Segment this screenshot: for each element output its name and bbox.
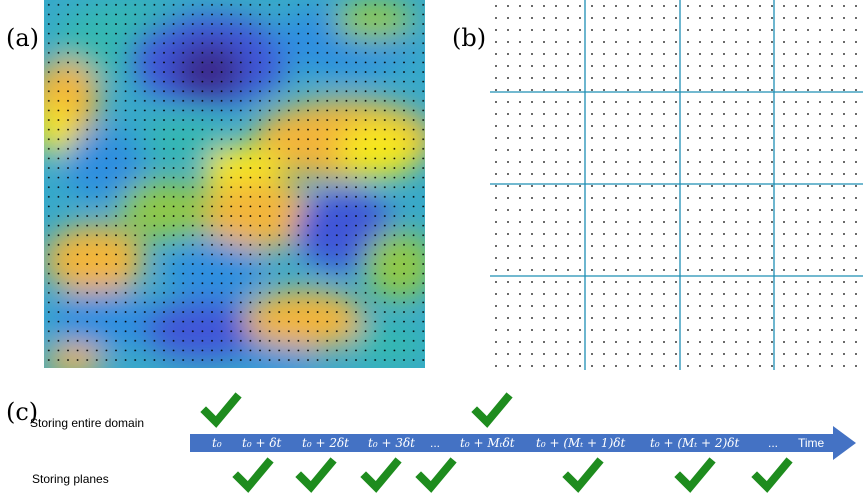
check-icon <box>366 463 396 487</box>
tick-label: t₀ + 2δt <box>302 436 349 450</box>
check-icon <box>301 463 331 487</box>
check-icon <box>206 398 236 422</box>
check-icon <box>757 463 787 487</box>
storing-entire-domain-label: Storing entire domain <box>30 416 145 430</box>
tick-label: t₀ + δt <box>242 436 282 450</box>
panel-a-label: (a) <box>6 24 40 52</box>
scalar-field-panel <box>44 0 425 368</box>
tick-label: t₀ + Mₜδt <box>460 436 515 450</box>
tick-label: t₀ <box>212 436 222 450</box>
tick-label: ... <box>430 436 441 450</box>
storing-planes-label: Storing planes <box>32 472 109 486</box>
decomposition-grid-panel <box>490 0 863 370</box>
tick-label: t₀ + 3δt <box>368 436 415 450</box>
check-icon <box>421 463 451 487</box>
check-icon <box>477 398 507 422</box>
check-icon <box>238 463 268 487</box>
check-icon <box>680 463 710 487</box>
panel-b-label: (b) <box>452 24 487 52</box>
tick-label: t₀ + (Mₜ + 2)δt <box>650 436 740 450</box>
check-icon <box>568 463 598 487</box>
tick-label: t₀ + (Mₜ + 1)δt <box>536 436 626 450</box>
panel-c-label: (c) <box>6 398 39 426</box>
subdomain-lines <box>490 0 863 370</box>
tick-label: Time <box>798 436 825 450</box>
tick-label: ... <box>768 436 779 450</box>
